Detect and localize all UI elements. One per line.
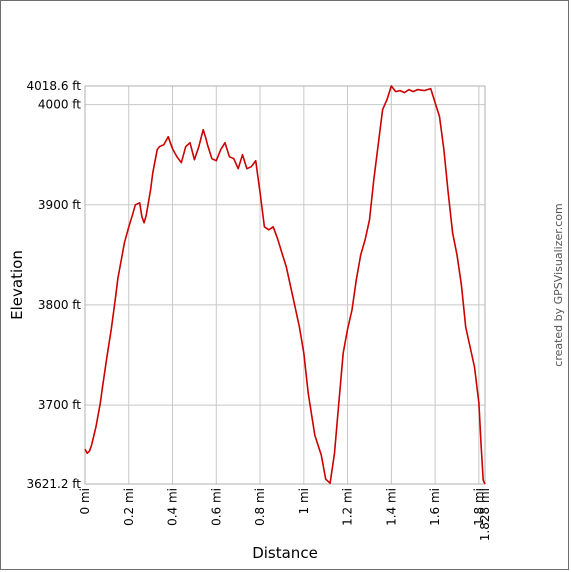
x-tick-label: 1.6 mi	[428, 488, 442, 526]
y-tick-label: 4018.6 ft	[26, 79, 81, 93]
x-tick-label: 0.8 mi	[253, 488, 267, 526]
x-tick-label: 1.828 mi	[478, 488, 492, 541]
plot-area	[85, 86, 485, 484]
x-tick-label: 1.8 mi	[472, 488, 486, 526]
x-tick-label: 0.2 mi	[122, 488, 136, 526]
x-axis-title: Distance	[252, 544, 318, 562]
y-tick-labels: 3621.2 ft 3700 ft 3800 ft 3900 ft 4000 ft 401…	[26, 79, 81, 491]
x-gridlines	[84, 85, 486, 485]
y-tick-label: 3800 ft	[38, 298, 81, 312]
y-tick-label: 3900 ft	[38, 198, 81, 212]
y-axis-title: Elevation	[8, 250, 26, 320]
credit-text: created by GPSVisualizer.com	[552, 203, 565, 366]
y-tick-label: 4000 ft	[38, 98, 81, 112]
y-tick-label: 3621.2 ft	[26, 477, 81, 491]
x-tick-label: 0 mi	[78, 488, 92, 514]
x-tick-labels: 0 mi 0.2 mi 0.4 mi 0.6 mi 0.8 mi 1 mi 1.2 mi 1.…	[78, 488, 492, 541]
series-line-elevation	[84, 85, 486, 485]
x-tick-label: 1.2 mi	[341, 488, 355, 526]
y-tick-label: 3700 ft	[38, 398, 81, 412]
x-tick-label: 0.6 mi	[209, 488, 223, 526]
x-tick-label: 1 mi	[297, 488, 311, 514]
x-tick-label: 1.4 mi	[384, 488, 398, 526]
x-tick-label: 0.4 mi	[166, 488, 180, 526]
plot-border	[84, 85, 486, 485]
